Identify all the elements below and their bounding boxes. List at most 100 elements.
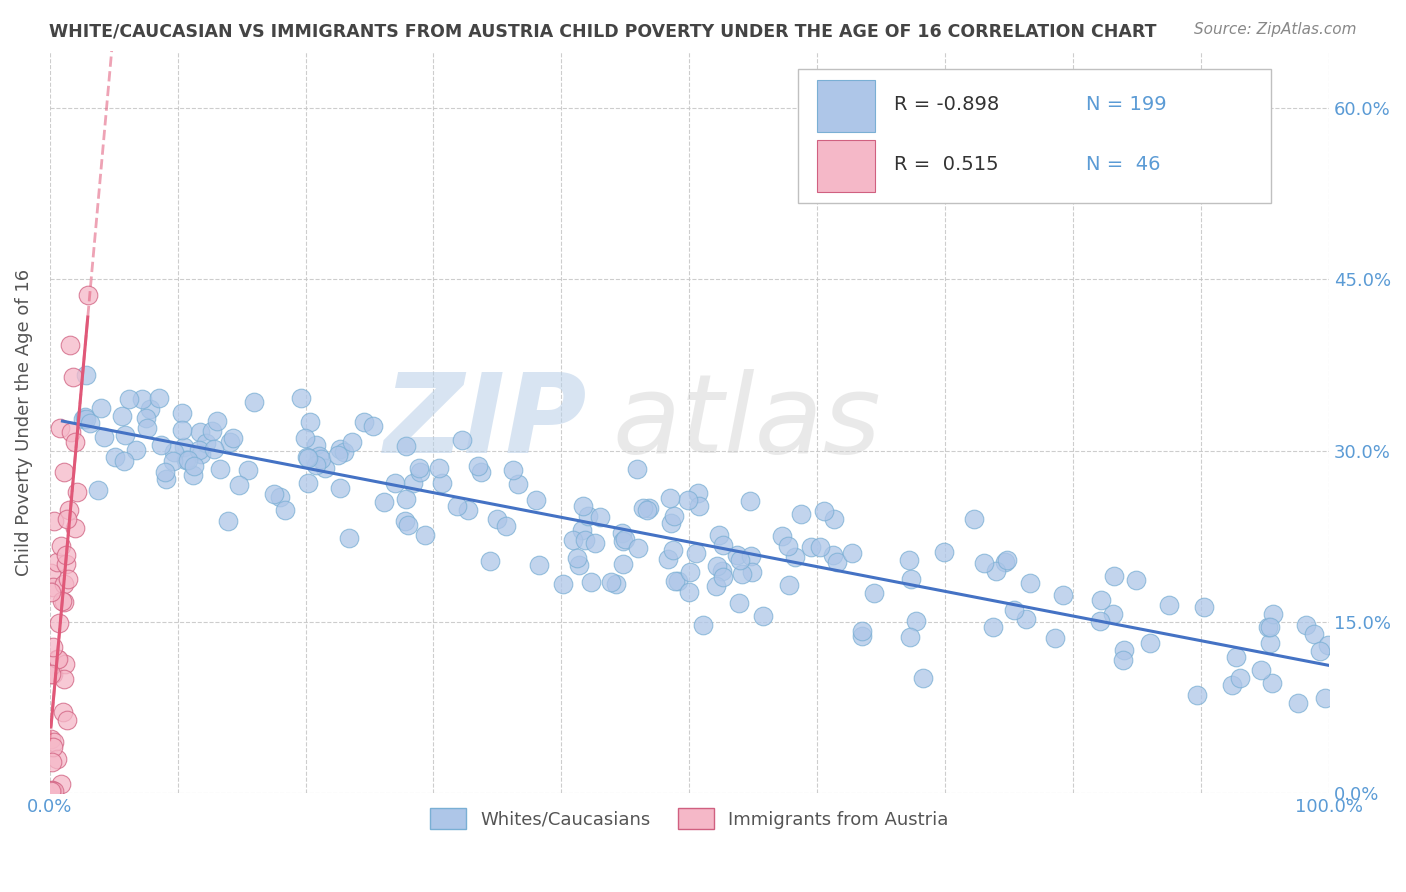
Point	[851, 629, 873, 643]
Point	[274, 503, 297, 517]
Point	[333, 445, 356, 459]
Point	[676, 493, 699, 508]
Point	[53, 672, 76, 686]
Point	[305, 438, 328, 452]
Point	[174, 452, 197, 467]
Point	[384, 476, 406, 491]
Point	[1125, 573, 1147, 587]
Point	[217, 514, 239, 528]
Point	[52, 706, 75, 720]
Point	[900, 573, 922, 587]
Point	[600, 574, 623, 589]
Point	[752, 608, 775, 623]
Point	[294, 431, 316, 445]
Point	[326, 448, 349, 462]
Point	[263, 487, 285, 501]
Point	[1102, 607, 1125, 622]
Point	[131, 392, 153, 406]
Point	[1187, 688, 1209, 702]
Point	[125, 442, 148, 457]
Point	[329, 481, 352, 495]
Point	[740, 549, 762, 564]
Point	[48, 616, 70, 631]
Point	[340, 435, 363, 450]
Point	[776, 539, 799, 553]
Point	[242, 395, 264, 409]
Point	[973, 557, 995, 571]
Point	[1250, 663, 1272, 677]
Point	[290, 391, 312, 405]
Point	[139, 401, 162, 416]
Point	[75, 412, 97, 426]
Point	[692, 618, 714, 632]
Point	[731, 566, 754, 581]
Point	[589, 510, 612, 524]
Point	[1225, 650, 1247, 665]
Point	[41, 755, 63, 769]
Point	[808, 540, 831, 554]
Point	[800, 540, 823, 554]
Point	[725, 549, 748, 563]
Point	[39, 783, 62, 797]
Point	[1088, 615, 1111, 629]
Point	[553, 577, 575, 591]
Point	[42, 580, 65, 594]
Point	[398, 517, 420, 532]
Point	[56, 572, 79, 586]
Point	[1309, 644, 1331, 658]
Point	[770, 529, 793, 543]
Point	[524, 493, 547, 508]
Point	[41, 784, 63, 798]
Point	[446, 499, 468, 513]
Point	[46, 752, 69, 766]
Point	[706, 558, 728, 573]
Point	[39, 784, 62, 798]
Point	[467, 459, 489, 474]
Point	[728, 553, 751, 567]
Point	[1090, 593, 1112, 607]
Point	[576, 508, 599, 523]
Point	[741, 566, 763, 580]
Point	[222, 431, 245, 445]
Point	[42, 514, 65, 528]
Point	[627, 541, 650, 556]
Point	[112, 454, 135, 468]
Text: R =  0.515: R = 0.515	[894, 155, 998, 174]
Point	[59, 338, 82, 352]
Point	[1258, 620, 1281, 634]
Point	[62, 370, 84, 384]
Point	[201, 424, 224, 438]
Point	[308, 449, 330, 463]
Point	[60, 425, 83, 439]
Point	[136, 421, 159, 435]
Point	[238, 463, 260, 477]
Point	[66, 484, 89, 499]
Point	[995, 553, 1018, 567]
Point	[353, 415, 375, 429]
Point	[1014, 612, 1036, 626]
Text: N =  46: N = 46	[1085, 155, 1160, 174]
Point	[329, 442, 352, 456]
Point	[709, 528, 731, 542]
Point	[162, 454, 184, 468]
Point	[662, 542, 685, 557]
Point	[394, 514, 416, 528]
Point	[42, 666, 65, 681]
Point	[1194, 599, 1216, 614]
Point	[1139, 635, 1161, 649]
Point	[710, 564, 733, 578]
Point	[173, 440, 195, 454]
Point	[39, 566, 62, 581]
Point	[984, 565, 1007, 579]
Point	[637, 501, 659, 516]
Text: R = -0.898: R = -0.898	[894, 95, 1000, 114]
Point	[309, 452, 332, 467]
FancyBboxPatch shape	[817, 80, 875, 132]
Point	[574, 533, 596, 548]
Point	[912, 671, 935, 685]
Point	[1258, 636, 1281, 650]
Point	[337, 532, 360, 546]
Point	[631, 500, 654, 515]
Point	[450, 434, 472, 448]
Point	[1286, 697, 1309, 711]
